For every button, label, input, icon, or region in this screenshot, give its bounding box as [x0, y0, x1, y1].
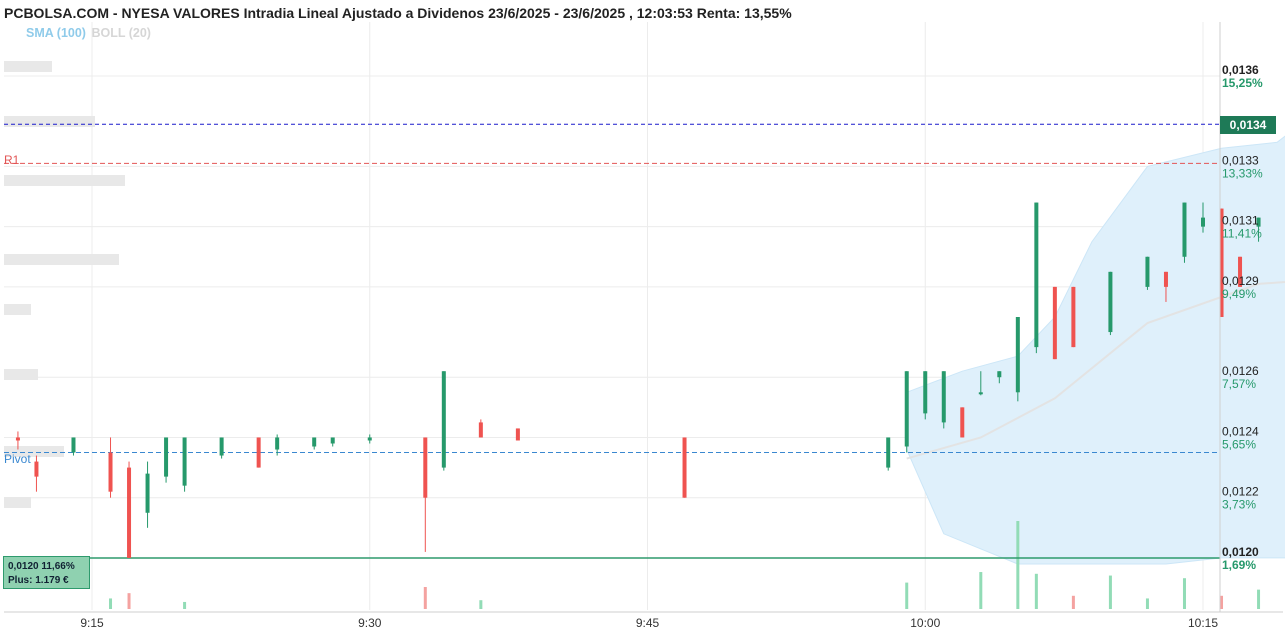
y-tick-price: 0,0133 [1222, 153, 1259, 167]
candle-body [256, 437, 261, 468]
pivot-label: Pivot [4, 452, 31, 466]
candle-body [330, 437, 335, 444]
candle-body [275, 437, 280, 450]
y-tick-pct: 9,49% [1222, 287, 1256, 301]
y-tick-pct: 1,69% [1222, 558, 1256, 572]
candle-body [1182, 202, 1187, 257]
candle-body [71, 437, 76, 453]
candle-body [1145, 256, 1150, 287]
indicator-legend: SMA (100) BOLL (20) [26, 26, 151, 40]
info-box: 0,0120 11,66% Plus: 1.179 € [3, 556, 90, 589]
orderbook-bar [4, 497, 31, 508]
volume-bar [1257, 589, 1261, 609]
y-tick-pct: 5,65% [1222, 437, 1256, 451]
candle-body [145, 473, 150, 513]
x-tick-label: 9:15 [80, 616, 104, 630]
volume-bar [423, 587, 427, 609]
candle-body [515, 428, 520, 441]
candle-body [108, 452, 113, 492]
volume-bar [479, 600, 483, 609]
volume-bar [1182, 578, 1186, 609]
r1-label: R1 [4, 153, 20, 167]
orderbook-bar [4, 254, 119, 265]
candle-body [1163, 271, 1168, 287]
candle-body [127, 467, 132, 558]
orderbook-bar [4, 369, 38, 380]
candle-body [904, 371, 909, 447]
candle-body [164, 437, 169, 477]
x-tick-label: 10:00 [910, 616, 940, 630]
candle-body [1201, 217, 1205, 227]
y-tick-pct: 7,57% [1222, 377, 1256, 391]
orderbook-bar [4, 446, 64, 457]
y-tick-price: 0,0122 [1222, 485, 1259, 499]
y-tick-price: 0,0120 [1222, 545, 1259, 559]
candle-body [367, 437, 372, 441]
candle-body [960, 407, 965, 438]
legend-sma[interactable]: SMA (100) [26, 26, 86, 40]
candle-body [219, 437, 224, 456]
volume-bar [1145, 598, 1149, 609]
volume-bar [1016, 521, 1020, 609]
candle-body [182, 437, 187, 486]
candle-body [441, 371, 446, 468]
candle-body [478, 422, 483, 438]
candle-body [923, 371, 928, 414]
chart-title: PCBOLSA.COM - NYESA VALORES Intradia Lin… [4, 5, 792, 21]
candle-body [1256, 217, 1261, 227]
x-tick-label: 9:30 [358, 616, 382, 630]
candle-body [1052, 286, 1057, 360]
candle-body [1034, 202, 1039, 348]
sma-line [906, 281, 1285, 460]
orderbook-bar [4, 61, 52, 72]
y-tick-pct: 15,25% [1222, 76, 1263, 90]
candle-body [997, 371, 1002, 378]
x-tick-label: 10:15 [1188, 616, 1218, 630]
y-tick-price: 0,0124 [1222, 424, 1259, 438]
candle-body [1238, 256, 1243, 287]
candle-body [1071, 286, 1076, 348]
x-tick-label: 9:45 [636, 616, 660, 630]
candle-body [886, 437, 891, 468]
candle-body [978, 392, 983, 395]
y-tick-price: 0,0129 [1222, 274, 1259, 288]
candle-body [682, 437, 687, 498]
candle-body [1015, 317, 1020, 393]
volume-bar [127, 593, 131, 609]
legend-boll[interactable]: BOLL (20) [91, 26, 151, 40]
info-box-plus: Plus: 1.179 € [8, 575, 69, 586]
volume-bar [1220, 595, 1224, 609]
volume-bar [1034, 573, 1038, 609]
volume-bar [109, 598, 113, 609]
candle-body [941, 371, 946, 423]
y-tick-pct: 11,41% [1222, 227, 1262, 241]
y-tick-price: 0,0131 [1222, 214, 1259, 228]
orderbook-bar [4, 304, 31, 315]
candle-body [423, 437, 428, 498]
y-tick-price: 0,0136 [1222, 63, 1259, 77]
candle-body [1108, 271, 1113, 333]
volume-bar [979, 572, 983, 609]
volume-bar [1071, 595, 1075, 609]
y-tick-pct: 13,33% [1222, 166, 1263, 180]
info-box-price: 0,0120 11,66% [8, 561, 75, 572]
candle-body [312, 437, 317, 447]
current-price-tag: 0,0134 [1220, 116, 1276, 134]
candle-body [34, 461, 39, 477]
bollinger-band [906, 135, 1285, 565]
candle-body [15, 437, 20, 441]
y-tick-price: 0,0126 [1222, 364, 1259, 378]
volume-bar [1108, 575, 1112, 609]
volume-bar [183, 601, 187, 609]
y-tick-pct: 3,73% [1222, 498, 1256, 512]
orderbook-bar [4, 116, 95, 127]
orderbook-bar [4, 175, 125, 186]
volume-bar [905, 582, 909, 609]
candle-body [1219, 208, 1224, 317]
